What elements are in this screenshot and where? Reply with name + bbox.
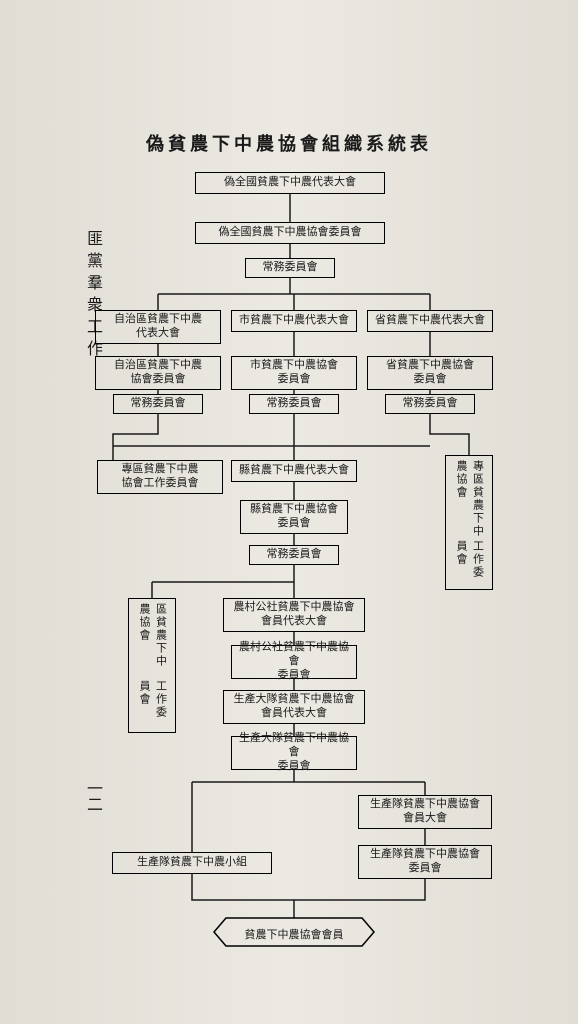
node-n25: 生產隊貧農下中農小組 [112,852,272,874]
node-n19-l2: 會員代表大會 [261,615,327,629]
chart-title: 偽貧農下中農協會組織系統表 [146,130,432,156]
node-n12: 常務委員會 [385,394,475,414]
node-n13-l1: 專區貧農下中農 [122,463,199,477]
node-n19: 農村公社貧農下中農協會 會員代表大會 [223,598,365,632]
node-n18v: 區貧農下中農協會 工作委員會 [128,598,176,733]
node-n9-l2: 委員會 [414,373,447,387]
node-n15v-l2: 工作委員會 [453,540,486,585]
node-n4-l2: 代表大會 [136,327,180,341]
node-n7: 自治區貧農下中農 協會委員會 [95,356,221,390]
node-n26-hex-label: 貧農下中農協會會員 [224,926,364,942]
node-n8: 市貧農下中農協會 委員會 [231,356,357,390]
node-n21-l1: 生產大隊貧農下中農協會 [234,693,355,707]
node-n13-l2: 協會工作委員會 [122,477,199,491]
node-n9-l1: 省貧農下中農協會 [386,359,474,373]
node-n21-l2: 會員代表大會 [261,707,327,721]
node-n23-l1: 生產隊貧農下中農協會 [370,798,480,812]
node-n7-l2: 協會委員會 [131,373,186,387]
page-number: 一二 [80,780,104,812]
node-n8-l1: 市貧農下中農協會 [250,359,338,373]
node-n22-l1: 生產大隊貧農下中農協會 [235,732,353,760]
node-n15v-l1: 專區貧農下中農協會 [453,460,486,540]
node-n21: 生產大隊貧農下中農協會 會員代表大會 [223,690,365,724]
node-n1: 偽全國貧農下中農代表大會 [195,172,385,194]
node-n16: 縣貧農下中農協會 委員會 [240,500,348,534]
node-n11: 常務委員會 [249,394,339,414]
node-n18v-l2: 工作委員會 [136,680,169,728]
node-n19-l1: 農村公社貧農下中農協會 [234,601,355,615]
node-n9: 省貧農下中農協會 委員會 [367,356,493,390]
node-n20: 農村公社貧農下中農協會 委員會 [231,645,357,679]
node-n20-l2: 委員會 [278,669,311,683]
node-n16-l1: 縣貧農下中農協會 [250,503,338,517]
node-n13: 專區貧農下中農 協會工作委員會 [97,460,223,494]
node-n23: 生產隊貧農下中農協會 會員大會 [358,795,492,829]
node-n20-l1: 農村公社貧農下中農協會 [235,641,353,669]
node-n24-l1: 生產隊貧農下中農協會 [370,848,480,862]
node-n4-l1: 自治區貧農下中農 [114,313,202,327]
node-n22-l2: 委員會 [278,760,311,774]
node-n17: 常務委員會 [249,545,339,565]
node-n15v: 專區貧農下中農協會 工作委員會 [445,455,493,590]
node-n23-l2: 會員大會 [403,812,447,826]
node-n10: 常務委員會 [113,394,203,414]
node-n8-l2: 委員會 [278,373,311,387]
node-n22: 生產大隊貧農下中農協會 委員會 [231,736,357,770]
node-n18v-l1: 區貧農下中農協會 [136,603,169,680]
node-n5: 市貧農下中農代表大會 [231,310,357,332]
node-n24: 生產隊貧農下中農協會 委員會 [358,845,492,879]
node-n6: 省貧農下中農代表大會 [367,310,493,332]
node-n14: 縣貧農下中農代表大會 [231,460,357,482]
node-n2: 偽全國貧農下中農協會委員會 [195,222,385,244]
node-n3: 常務委員會 [245,258,335,278]
node-n24-l2: 委員會 [409,862,442,876]
page: 偽貧農下中農協會組織系統表 匪黨羣衆工作 一二 偽全國貧農下中農代表大會 偽全國… [0,0,578,1024]
node-n16-l2: 委員會 [278,517,311,531]
node-n7-l1: 自治區貧農下中農 [114,359,202,373]
node-n4: 自治區貧農下中農 代表大會 [95,310,221,344]
